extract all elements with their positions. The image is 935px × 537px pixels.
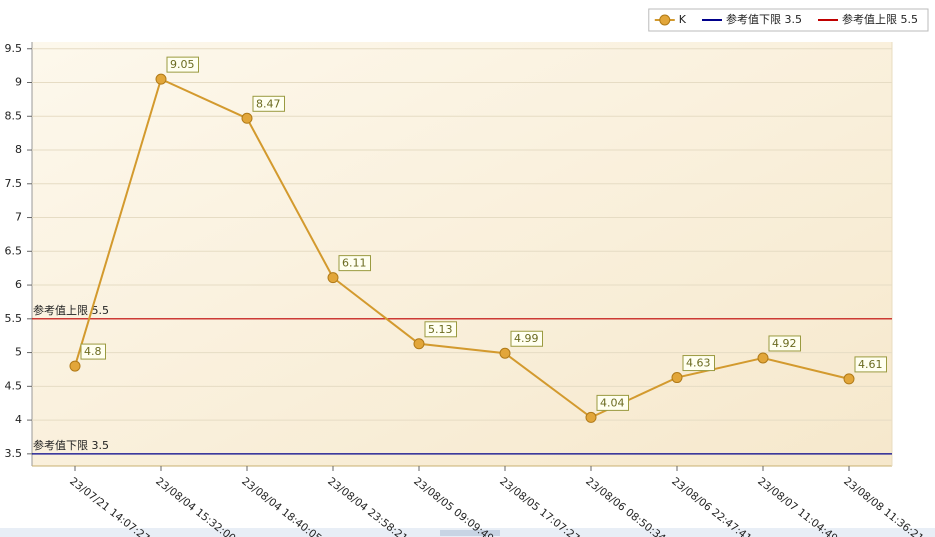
x-tick-label: 23/08/04 23:58:21	[325, 475, 409, 537]
marker	[327, 272, 339, 284]
x-tick-label: 23/07/21 14:07:27	[67, 475, 151, 537]
value-label-box	[682, 355, 715, 372]
marker	[499, 347, 511, 359]
y-tick-label: 7.5	[5, 177, 23, 190]
value-label-box	[424, 321, 457, 338]
reference-label: 参考值上限 5.5	[33, 303, 109, 317]
y-tick-label: 5.5	[5, 312, 23, 325]
y-tick-label: 9.5	[5, 42, 23, 55]
x-tick-label: 23/08/05 09:09:49	[411, 475, 495, 537]
value-label-box	[510, 330, 543, 347]
x-tick-label: 23/08/07 11:04:49	[755, 475, 839, 537]
series-line	[74, 77, 850, 419]
y-tick-label: 7	[15, 211, 22, 224]
value-label: 4.61	[858, 358, 883, 371]
value-label: 5.13	[428, 323, 453, 336]
reference-label: 参考值下限 3.5	[33, 438, 109, 452]
x-tick-label: 23/08/06 08:50:34	[583, 475, 668, 537]
marker	[69, 360, 81, 372]
value-label: 6.11	[342, 257, 367, 270]
marker	[413, 338, 425, 350]
marker	[757, 352, 769, 364]
value-label-box	[338, 255, 371, 272]
value-label: 8.47	[256, 97, 281, 110]
legend-marker	[659, 14, 671, 26]
marker	[241, 112, 253, 124]
value-label-box	[252, 95, 285, 112]
legend-label: 参考值下限 3.5	[726, 12, 802, 26]
value-label-box	[854, 356, 887, 373]
x-tick-label: 23/08/06 22:47:41	[669, 475, 753, 537]
y-tick-label: 6	[15, 278, 22, 291]
value-label: 9.05	[170, 58, 195, 71]
y-tick-label: 3.5	[5, 447, 23, 460]
value-label-box	[596, 394, 629, 411]
scrollbar-thumb	[440, 530, 500, 536]
plot-area	[32, 42, 892, 466]
legend-box	[648, 8, 929, 32]
x-tick-label: 23/08/04 18:40:05	[239, 475, 323, 537]
legend-label: K	[679, 13, 687, 26]
marker	[843, 373, 855, 385]
y-tick-label: 8	[15, 143, 22, 156]
value-label-box	[768, 335, 801, 352]
x-tick-label: 23/08/04 15:32:00	[153, 475, 237, 537]
legend-label: 参考值上限 5.5	[842, 12, 918, 26]
marker	[585, 411, 597, 423]
y-tick-label: 4	[15, 413, 22, 426]
marker	[155, 73, 167, 85]
value-label-box	[80, 343, 106, 360]
value-label: 4.04	[600, 396, 625, 409]
y-tick-label: 5	[15, 346, 22, 359]
value-label: 4.92	[772, 337, 797, 350]
value-label: 4.8	[84, 345, 102, 358]
y-tick-label: 4.5	[5, 379, 23, 392]
legend: K 参考值下限 3.5 参考值上限 5.5	[648, 8, 929, 32]
x-tick-label: 23/08/05 17:07:27	[497, 475, 581, 537]
marker	[671, 372, 683, 384]
y-tick-label: 9	[15, 76, 22, 89]
y-tick-label: 8.5	[5, 109, 23, 122]
x-tick-label: 23/08/08 11:36:21	[841, 475, 925, 537]
value-label-box	[166, 56, 199, 73]
value-label: 4.99	[514, 332, 539, 345]
value-label: 4.63	[686, 357, 711, 370]
y-tick-label: 6.5	[5, 244, 23, 257]
